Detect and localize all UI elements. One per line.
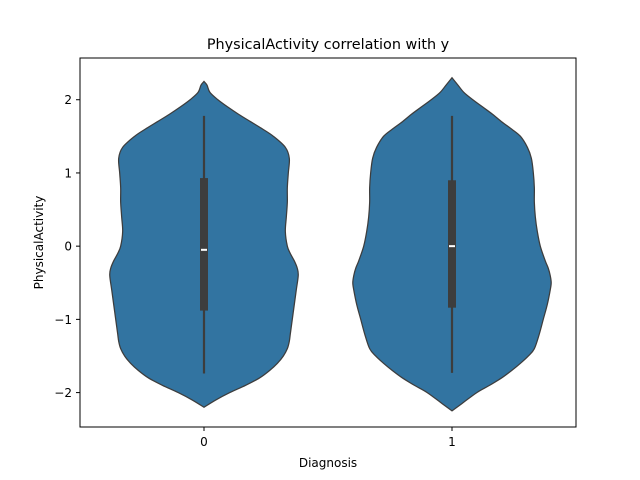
- y-tick-label: 0: [64, 240, 72, 254]
- violins-layer: [109, 76, 552, 412]
- chart-title: PhysicalActivity correlation with y: [207, 37, 450, 53]
- plot-frame: [79, 57, 577, 428]
- y-tick-label: −1: [54, 313, 72, 327]
- y-tick-label: −2: [54, 386, 72, 400]
- y-tick-label: 1: [64, 166, 72, 180]
- y-axis: −2 −1 0 1 2: [54, 93, 80, 400]
- x-axis-label: Diagnosis: [299, 456, 357, 470]
- y-tick-label: 2: [64, 93, 72, 107]
- x-tick-label: 0: [200, 435, 208, 449]
- violin-iqr-box-1: [448, 180, 456, 308]
- x-tick-label: 1: [448, 435, 456, 449]
- y-axis-label: PhysicalActivity: [32, 196, 46, 290]
- violin-iqr-box-0: [200, 178, 208, 311]
